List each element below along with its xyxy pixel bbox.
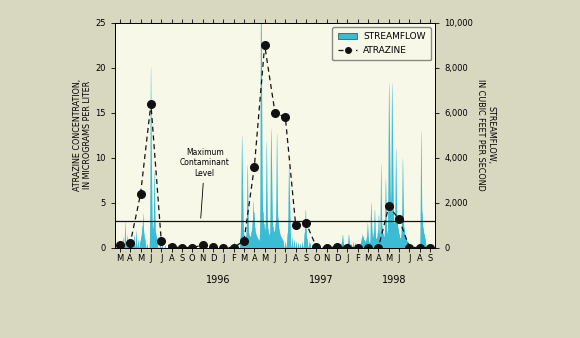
Legend: STREAMFLOW, ATRAZINE: STREAMFLOW, ATRAZINE [332,27,431,61]
Y-axis label: STREAMFLOW,
IN CUBIC FEET PER SECOND: STREAMFLOW, IN CUBIC FEET PER SECOND [476,79,495,191]
Text: 1998: 1998 [382,275,406,285]
Text: Maximum
Contaminant
Level: Maximum Contaminant Level [180,148,230,218]
Text: 1997: 1997 [309,275,334,285]
Y-axis label: ATRAZINE CONCENTRATION,
IN MICROGRAMS PER LITER: ATRAZINE CONCENTRATION, IN MICROGRAMS PE… [73,79,92,191]
Text: 1996: 1996 [206,275,230,285]
